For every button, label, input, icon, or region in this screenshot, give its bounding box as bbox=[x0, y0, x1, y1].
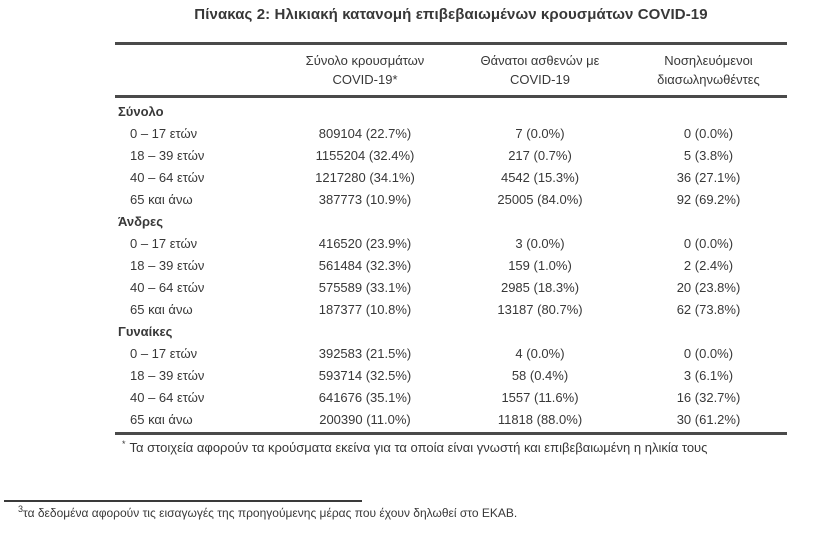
table-row: 18 – 39 ετών 593714 (32.5%) 58 (0.4%) 3 … bbox=[115, 364, 787, 386]
footnote-marker-asterisk: * bbox=[122, 438, 126, 449]
table-row: 0 – 17 ετών 392583 (21.5%) 4 (0.0%) 0 (0… bbox=[115, 342, 787, 364]
deaths-value: 4542 (15.3%) bbox=[500, 169, 580, 185]
intubated-value: 30 (61.2%) bbox=[676, 411, 741, 427]
cases-value: 593714 (32.5%) bbox=[318, 367, 412, 383]
table-footnote-text: Τα στοιχεία αφορούν τα κρούσματα εκείνα … bbox=[129, 440, 708, 455]
deaths-value: 25005 (84.0%) bbox=[497, 191, 583, 207]
cases-value: 809104 (22.7%) bbox=[318, 125, 412, 141]
age-group-label: 18 – 39 ετών bbox=[130, 257, 205, 273]
age-group-label: 65 και άνω bbox=[130, 411, 193, 427]
cases-value: 200390 (11.0%) bbox=[319, 411, 411, 427]
deaths-value: 217 (0.7%) bbox=[508, 147, 572, 163]
section-header-women: Γυναίκες bbox=[115, 320, 787, 342]
header-cell-total-cases: Σύνολο κρουσμάτων COVID-19* bbox=[280, 51, 450, 89]
footnote-marker-3: 3 bbox=[18, 504, 24, 514]
table-row: 0 – 17 ετών 416520 (23.9%) 3 (0.0%) 0 (0… bbox=[115, 232, 787, 254]
table-row: 65 και άνω 387773 (10.9%) 25005 (84.0%) … bbox=[115, 188, 787, 210]
header-line: COVID-19 bbox=[510, 72, 570, 87]
table-row: 0 – 17 ετών 809104 (22.7%) 7 (0.0%) 0 (0… bbox=[115, 122, 787, 144]
table-row: 40 – 64 ετών 575589 (33.1%) 2985 (18.3%)… bbox=[115, 276, 787, 298]
cases-value: 575589 (33.1%) bbox=[318, 279, 412, 295]
age-group-label: 18 – 39 ετών bbox=[130, 367, 205, 383]
page-footnote-text: τα δεδομένα αφορούν τις εισαγωγές της πρ… bbox=[23, 506, 518, 520]
table-row: 65 και άνω 187377 (10.8%) 13187 (80.7%) … bbox=[115, 298, 787, 320]
cases-value: 641676 (35.1%) bbox=[318, 389, 412, 405]
table-row: 40 – 64 ετών 641676 (35.1%) 1557 (11.6%)… bbox=[115, 386, 787, 408]
table-body: Σύνολο 0 – 17 ετών 809104 (22.7%) 7 (0.0… bbox=[115, 98, 787, 435]
age-group-label: 0 – 17 ετών bbox=[130, 125, 198, 141]
header-line: Θάνατοι ασθενών με bbox=[480, 53, 600, 68]
intubated-value: 5 (3.8%) bbox=[683, 147, 734, 163]
cases-value: 1217280 (34.1%) bbox=[315, 169, 415, 185]
cases-value: 1155204 (32.4%) bbox=[315, 147, 415, 163]
page-footnote: 3τα δεδομένα αφορούν τις εισαγωγές της π… bbox=[18, 504, 518, 521]
covid-age-distribution-table: Σύνολο κρουσμάτων COVID-19* Θάνατοι ασθε… bbox=[115, 42, 787, 455]
cases-value: 416520 (23.9%) bbox=[318, 235, 412, 251]
header-line: Νοσηλευόμενοι bbox=[664, 53, 753, 68]
intubated-value: 0 (0.0%) bbox=[683, 235, 734, 251]
header-line: διασωληνωθέντες bbox=[657, 72, 760, 87]
table-row: 18 – 39 ετών 1155204 (32.4%) 217 (0.7%) … bbox=[115, 144, 787, 166]
intubated-value: 62 (73.8%) bbox=[676, 301, 741, 317]
section-header-total: Σύνολο bbox=[115, 100, 787, 122]
deaths-value: 2985 (18.3%) bbox=[500, 279, 580, 295]
table-header-row: Σύνολο κρουσμάτων COVID-19* Θάνατοι ασθε… bbox=[115, 42, 787, 98]
age-group-label: 0 – 17 ετών bbox=[130, 345, 198, 361]
age-group-label: 0 – 17 ετών bbox=[130, 235, 198, 251]
section-label: Άνδρες bbox=[118, 213, 163, 229]
deaths-value: 13187 (80.7%) bbox=[497, 301, 583, 317]
section-label: Γυναίκες bbox=[118, 323, 173, 339]
section-label: Σύνολο bbox=[118, 103, 164, 119]
table-row: 65 και άνω 200390 (11.0%) 11818 (88.0%) … bbox=[115, 408, 787, 430]
intubated-value: 3 (6.1%) bbox=[683, 367, 734, 383]
header-cell-deaths: Θάνατοι ασθενών με COVID-19 bbox=[450, 51, 630, 89]
deaths-value: 1557 (11.6%) bbox=[501, 389, 579, 405]
header-line: Σύνολο κρουσμάτων bbox=[305, 53, 425, 68]
age-group-label: 18 – 39 ετών bbox=[130, 147, 205, 163]
intubated-value: 0 (0.0%) bbox=[683, 125, 734, 141]
age-group-label: 65 και άνω bbox=[130, 301, 193, 317]
table-row: 18 – 39 ετών 561484 (32.3%) 159 (1.0%) 2… bbox=[115, 254, 787, 276]
deaths-value: 7 (0.0%) bbox=[515, 125, 565, 141]
deaths-value: 58 (0.4%) bbox=[511, 367, 569, 383]
header-cell-intubated: Νοσηλευόμενοι διασωληνωθέντες bbox=[630, 51, 787, 89]
header-cell-empty bbox=[115, 51, 280, 89]
deaths-value: 159 (1.0%) bbox=[508, 257, 572, 273]
section-header-men: Άνδρες bbox=[115, 210, 787, 232]
intubated-value: 2 (2.4%) bbox=[683, 257, 734, 273]
age-group-label: 40 – 64 ετών bbox=[130, 389, 205, 405]
age-group-label: 40 – 64 ετών bbox=[130, 169, 205, 185]
table-footnote: * Τα στοιχεία αφορούν τα κρούσματα εκείνα… bbox=[115, 435, 787, 455]
intubated-value: 16 (32.7%) bbox=[676, 389, 741, 405]
cases-value: 387773 (10.9%) bbox=[318, 191, 412, 207]
intubated-value: 92 (69.2%) bbox=[676, 191, 741, 207]
age-group-label: 40 – 64 ετών bbox=[130, 279, 205, 295]
header-line: COVID-19* bbox=[332, 72, 398, 87]
cases-value: 187377 (10.8%) bbox=[318, 301, 412, 317]
page-title: Πίνακας 2: Ηλικιακή κατανομή επιβεβαιωμέ… bbox=[194, 6, 708, 23]
intubated-value: 36 (27.1%) bbox=[676, 169, 741, 185]
cases-value: 561484 (32.3%) bbox=[318, 257, 412, 273]
intubated-value: 20 (23.8%) bbox=[676, 279, 741, 295]
deaths-value: 3 (0.0%) bbox=[515, 235, 565, 251]
deaths-value: 11818 (88.0%) bbox=[497, 411, 583, 427]
age-group-label: 65 και άνω bbox=[130, 191, 193, 207]
footnote-separator-line bbox=[4, 500, 362, 502]
intubated-value: 0 (0.0%) bbox=[683, 345, 734, 361]
cases-value: 392583 (21.5%) bbox=[318, 345, 412, 361]
deaths-value: 4 (0.0%) bbox=[515, 345, 565, 361]
table-row: 40 – 64 ετών 1217280 (34.1%) 4542 (15.3%… bbox=[115, 166, 787, 188]
